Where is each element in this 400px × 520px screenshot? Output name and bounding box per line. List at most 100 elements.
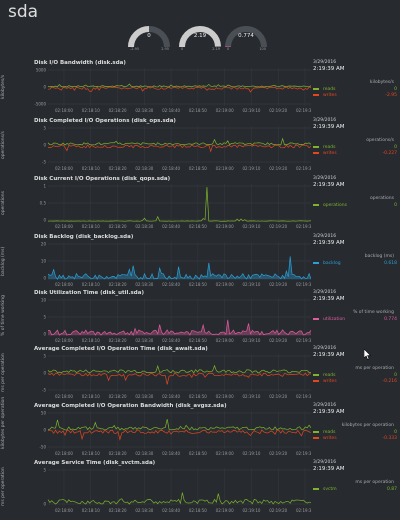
chart-7[interactable]: Average Completed I/O Operation Bandwidt… (0, 403, 400, 461)
x-tick-label: 02:19:10 (242, 451, 260, 456)
legend-swatch (313, 88, 319, 90)
x-tick-label: 02:19:00 (216, 108, 234, 113)
x-tick-label: 02:19:20 (269, 394, 287, 399)
chart-title: Average Completed I/O Operation Bandwidt… (34, 403, 227, 409)
gauge-value: 2.19 (177, 33, 223, 39)
x-tick-label: 02:19:00 (216, 224, 234, 229)
chart-title: Average Completed I/O Operation Time (di… (34, 346, 208, 352)
y-axis-label: operations (1, 184, 11, 222)
legend-date: 3/29/2016 (313, 118, 336, 123)
chart-3[interactable]: Disk Current I/O Operations (disk_qops.s… (0, 176, 400, 234)
legend-series-name: reads (323, 87, 335, 92)
gauge-min: 0 (181, 47, 183, 51)
legend-swatch (313, 431, 319, 433)
gauge-min: -2.95 (130, 47, 139, 51)
series-line-reads (48, 139, 311, 145)
legend-date: 3/29/2016 (313, 60, 336, 65)
chart-4[interactable]: Disk Backlog (disk_backlog.sda)backlog (… (0, 234, 400, 292)
y-axis-label: operations/s (1, 126, 11, 164)
legend-swatch (313, 380, 319, 382)
x-tick-label: 02:18:20 (109, 224, 127, 229)
legend-time: 2:19:39 AM (313, 182, 344, 188)
y-tick-label: -5000 (34, 102, 46, 107)
x-tick-label: 02:18:30 (135, 394, 153, 399)
x-tick-label: 02:19:10 (242, 338, 260, 343)
x-tick-label: 02:18:40 (162, 451, 180, 456)
x-tick-label: 02:18:10 (82, 508, 100, 513)
chart-title: Average Service Time (disk_svctm.sda) (34, 460, 155, 466)
chart-title: Disk Utilization Time (disk_util.sda) (34, 290, 144, 296)
legend-item-writes[interactable]: writes-2.95 (313, 93, 397, 99)
chart-8[interactable]: Average Service Time (disk_svctm.sda)ms … (0, 460, 400, 518)
x-tick-label: 02:19:10 (242, 224, 260, 229)
x-tick-label: 02:18:30 (135, 108, 153, 113)
x-tick-label: 02:19:20 (269, 508, 287, 513)
x-tick-label: 02:18:20 (109, 108, 127, 113)
legend-series-value: -0.333 (382, 436, 397, 441)
legend-date: 3/29/2016 (313, 176, 336, 181)
x-tick-label: 02:18:30 (135, 508, 153, 513)
gauge-max: 2.95 (161, 47, 169, 51)
legend-series-value: 0 (394, 145, 397, 150)
x-tick-label: 02:18:00 (55, 108, 73, 113)
legend-swatch (313, 152, 319, 154)
chart-6[interactable]: Average Completed I/O Operation Time (di… (0, 346, 400, 404)
legend-item-writes[interactable]: writes-0.227 (313, 151, 397, 157)
x-tick-label: 02:18:20 (109, 282, 127, 287)
x-tick-label: 02:18:00 (55, 224, 73, 229)
x-tick-label: 02:19:00 (216, 282, 234, 287)
legend-item-writes[interactable]: writes-0.216 (313, 379, 397, 385)
x-tick-label: 02:18:50 (189, 166, 207, 171)
y-tick-label: 50 (41, 411, 47, 416)
legend-date: 3/29/2016 (313, 403, 336, 408)
chart-1[interactable]: Disk I/O Bandwidth (disk.sda)kilobytes/s… (0, 60, 400, 118)
x-tick-label: 02:18:50 (189, 282, 207, 287)
legend-date: 3/29/2016 (313, 234, 336, 239)
gauge-max: 100 (259, 47, 266, 51)
x-tick-label: 02:19:20 (269, 224, 287, 229)
x-tick-label: 02:19:00 (216, 451, 234, 456)
y-tick-label: -5 (42, 160, 46, 165)
chart-2[interactable]: Disk Completed I/O Operations (disk_ops.… (0, 118, 400, 176)
x-tick-label: 02:18:50 (189, 508, 207, 513)
x-tick-label: 02:18:00 (55, 282, 73, 287)
legend-swatch (313, 318, 319, 320)
series-line-reads (48, 84, 311, 87)
x-tick-label: 02:18:30 (135, 224, 153, 229)
legend-series-name: utilization (323, 317, 345, 322)
chart-5[interactable]: Disk Utilization Time (disk_util.sda)% o… (0, 290, 400, 348)
series-line-writes (48, 430, 311, 440)
y-tick-label: 10 (41, 298, 47, 303)
y-axis-label: backlog (ms) (1, 242, 11, 280)
x-tick-label: 02:19:10 (242, 282, 260, 287)
legend-units: operations (370, 196, 394, 201)
legend-series-value: 0.618 (384, 261, 397, 266)
legend-date: 3/29/2016 (313, 460, 336, 465)
series-line-writes (48, 373, 311, 384)
x-tick-label: 02:19:20 (269, 338, 287, 343)
legend-item-writes[interactable]: writes-0.333 (313, 436, 397, 442)
x-tick-label: 02:18:30 (135, 166, 153, 171)
y-tick-label: 0 (43, 332, 46, 337)
